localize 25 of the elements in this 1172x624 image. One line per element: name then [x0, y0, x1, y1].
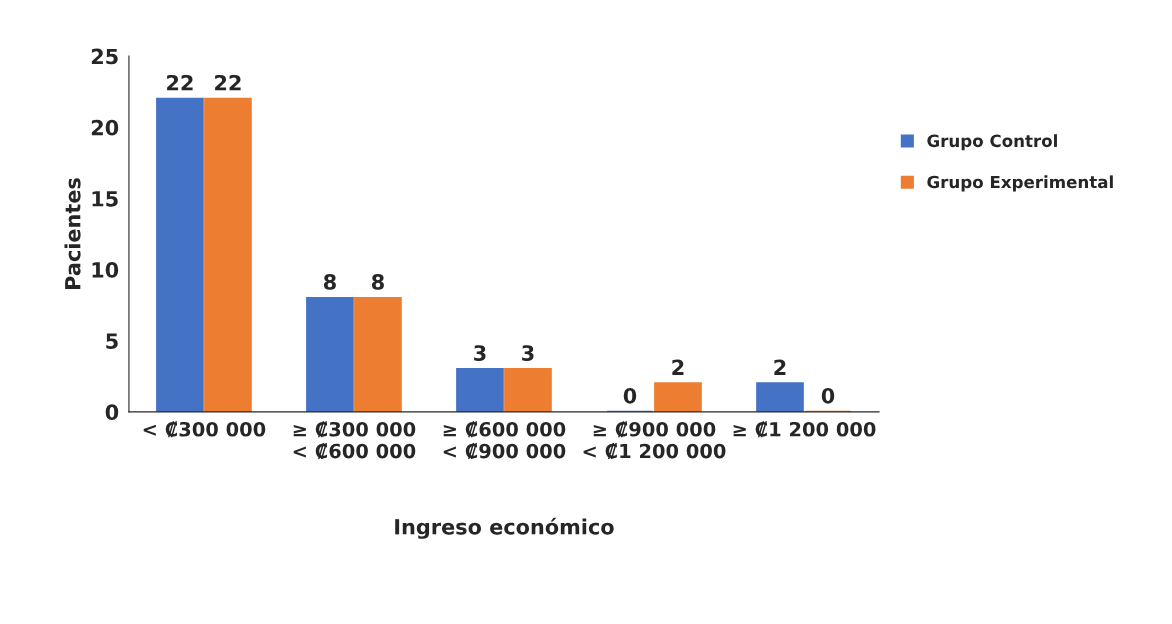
x-tick-label: ≥ ₡1 200 000 [733, 421, 876, 438]
y-tick-label: 20 [91, 119, 119, 136]
y-tick-label: 10 [92, 262, 119, 278]
x-tick-label: ≥ ₡600 000 < ₡900 000 [443, 421, 566, 459]
data-label: 2 [672, 359, 684, 375]
data-label: 2 [774, 359, 786, 375]
legend-label: Grupo Experimental [927, 175, 1113, 192]
data-label: 22 [215, 74, 241, 91]
y-tick-label: 0 [105, 404, 119, 421]
legend-label: Grupo Control [927, 134, 1057, 151]
data-label: 3 [522, 345, 534, 361]
y-tick-label: 15 [92, 191, 118, 207]
y-axis-title: Pacientes [64, 178, 81, 289]
x-tick-label: ≥ ₡300 000 < ₡600 000 [293, 421, 416, 459]
data-label: 8 [323, 274, 336, 290]
data-label: 3 [474, 345, 486, 361]
data-label: 0 [821, 387, 835, 404]
y-tick-label: 25 [91, 48, 118, 65]
data-label: 22 [167, 74, 193, 91]
x-tick-label: < ₡300 000 [143, 421, 266, 438]
x-axis-title: Ingreso económico [395, 517, 614, 539]
data-label: 0 [623, 387, 637, 404]
x-tick-label: ≥ ₡900 000 < ₡1 200 000 [583, 421, 726, 459]
data-label: 8 [371, 274, 384, 290]
y-tick-label: 5 [106, 333, 118, 349]
